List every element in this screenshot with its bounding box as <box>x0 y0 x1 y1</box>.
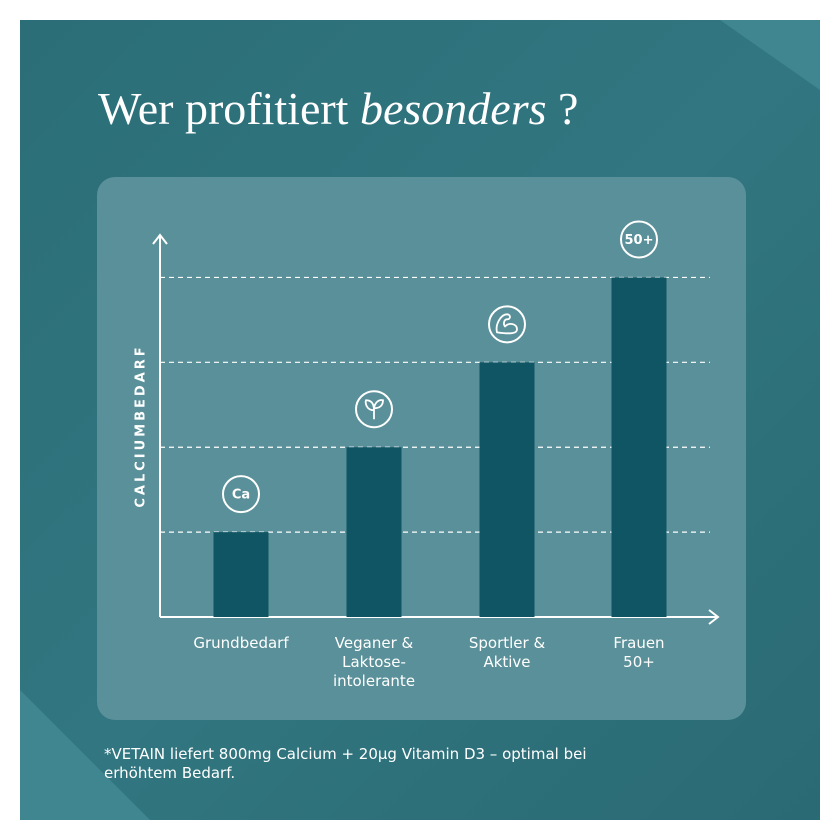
stripe <box>20 690 150 820</box>
icon-circle <box>222 475 260 514</box>
bar <box>611 277 667 617</box>
footnote: *VETAIN liefert 800mg Calcium + 20µg Vit… <box>104 745 587 782</box>
title: Wer profitiert besonders ? <box>98 82 578 135</box>
y-axis-label: CALCIUMBEDARF <box>134 344 149 507</box>
bar <box>346 447 402 617</box>
x-tick-label: Veganer & Laktose- intolerante <box>332 634 416 690</box>
title-emphasis: besonders <box>359 83 547 134</box>
icon-circle <box>355 390 393 429</box>
muscle-icon <box>495 313 518 335</box>
icon-circle <box>488 305 526 344</box>
title-end: ? <box>558 83 579 134</box>
icon-label: Ca <box>232 488 250 503</box>
stripe <box>720 20 820 90</box>
y-axis <box>152 233 168 617</box>
bar <box>479 362 535 617</box>
x-tick-label: Frauen 50+ <box>613 634 665 671</box>
icon-label: 50+ <box>625 233 654 248</box>
x-tick-label: Grundbedarf <box>193 634 289 652</box>
plant-icon <box>364 399 384 420</box>
x-tick-label: Sportler & Aktive <box>468 634 546 671</box>
bar <box>213 532 269 617</box>
icon-circle <box>620 220 658 259</box>
title-text: Wer profitiert <box>98 83 349 134</box>
